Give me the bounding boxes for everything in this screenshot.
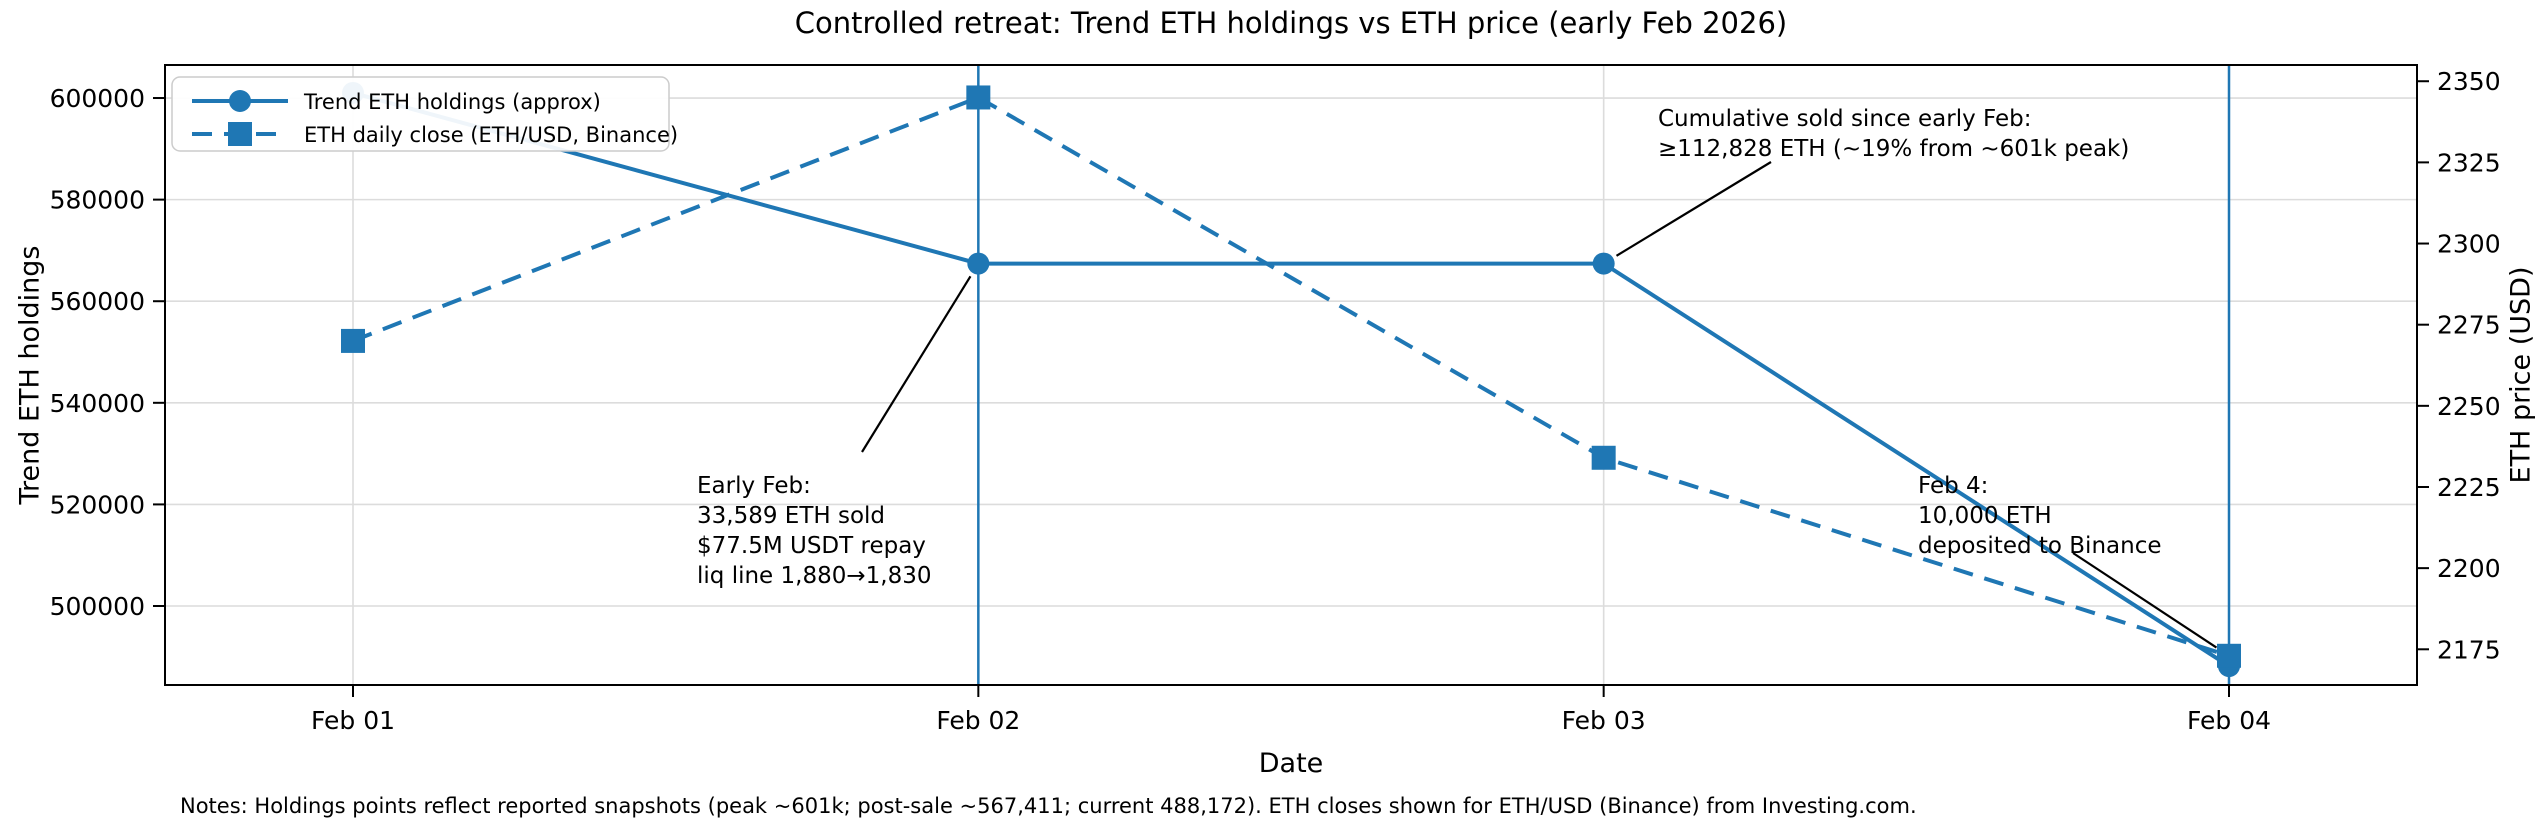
right-tick-label: 2250 (2437, 392, 2501, 421)
legend-box (171, 76, 670, 152)
axis-ticks (153, 80, 2429, 697)
event-vlines (977, 65, 2231, 685)
annotation-text: Early Feb: 33,589 ETH sold $77.5M USDT rep… (697, 473, 931, 589)
circle-marker (1592, 252, 1615, 275)
chart-title: Controlled retreat: Trend ETH holdings v… (794, 6, 1788, 40)
square-marker (341, 328, 365, 353)
annotation-early-feb-sale: Early Feb: 33,589 ETH sold $77.5M USDT rep… (697, 275, 972, 589)
legend-item-label: ETH daily close (ETH/USD, Binance) (304, 123, 678, 147)
annotation-arrow (1615, 161, 1772, 257)
right-tick-label: 2200 (2437, 554, 2501, 583)
tick-labels: 600000 580000 560000 540000 520000 500000 2350… (50, 67, 2501, 735)
left-tick-label: 540000 (50, 389, 145, 418)
annotation-text: Feb 4: 10,000 ETH deposited to Binance (1918, 473, 2162, 559)
square-marker (2217, 643, 2241, 668)
annotation-arrow (861, 275, 972, 453)
series-holdings (342, 81, 2240, 678)
circle-marker (967, 252, 990, 275)
x-tick-label: Feb 04 (2187, 706, 2271, 735)
annotation-text: Cumulative sold since early Feb: ≥112,828… (1658, 106, 2129, 162)
annotation-feb4-deposit: Feb 4: 10,000 ETH deposited to Binance (1918, 473, 2218, 649)
right-tick-label: 2225 (2437, 473, 2501, 502)
series-line (352, 91, 2231, 668)
x-tick-label: Feb 01 (311, 706, 395, 735)
left-tick-label: 520000 (50, 490, 145, 519)
left-tick-label: 500000 (50, 592, 145, 621)
left-tick-label: 560000 (50, 287, 145, 316)
square-marker (966, 85, 991, 110)
right-tick-label: 2300 (2437, 230, 2501, 259)
x-tick-label: Feb 02 (936, 706, 1020, 735)
right-tick-label: 2325 (2437, 148, 2501, 177)
x-axis-label: Date (1258, 748, 1324, 779)
left-tick-label: 580000 (50, 186, 145, 215)
x-tick-label: Feb 03 (1562, 706, 1646, 735)
legend-circle-marker (229, 90, 251, 112)
legend: Trend ETH holdings (approx) ETH daily clo… (171, 76, 678, 152)
legend-square-marker (228, 122, 252, 146)
series-price (341, 85, 2241, 668)
annotation-arrow (2072, 552, 2218, 649)
right-tick-label: 2275 (2437, 311, 2501, 340)
right-tick-label: 2350 (2437, 67, 2501, 96)
right-tick-label: 2175 (2437, 635, 2501, 664)
legend-item-label: Trend ETH holdings (approx) (303, 90, 601, 114)
left-tick-label: 600000 (50, 84, 145, 113)
footnote: Notes: Holdings points reflect reported … (180, 794, 1917, 818)
annotation-cumulative-sold: Cumulative sold since early Feb: ≥112,828… (1615, 106, 2129, 257)
plot-border (164, 64, 2418, 686)
square-marker (1591, 445, 1616, 470)
series-line (352, 95, 2230, 658)
